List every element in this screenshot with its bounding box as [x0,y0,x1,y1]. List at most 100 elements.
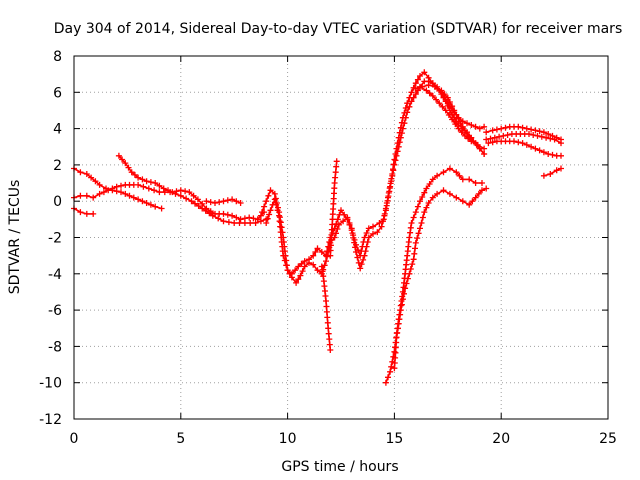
data-point [143,178,150,185]
data-point [207,199,214,206]
data-point [348,225,355,232]
data-point [151,187,158,194]
data-point [233,198,240,205]
data-point [440,169,447,176]
y-tick-label: -4 [48,267,62,283]
data-point [402,285,409,292]
data-point [446,165,453,172]
data-point [481,145,488,152]
data-point [479,180,485,186]
data-point [423,185,430,192]
data-point [128,169,135,176]
data-point [481,151,488,157]
data-point [434,190,441,197]
data-point [118,182,124,189]
data-point [536,147,543,154]
data-point [314,267,321,274]
data-point [212,200,218,206]
data-point [553,167,560,174]
data-point [534,132,541,139]
data-point [415,230,422,237]
data-point [156,189,163,196]
data-point [489,139,496,146]
y-tick-label: -12 [39,412,62,428]
data-point [182,188,189,195]
data-point [333,163,340,170]
y-tick-label: 4 [53,122,62,138]
data-point [426,90,433,97]
data-point [417,225,423,232]
data-point [401,120,408,127]
data-point [259,209,265,216]
data-point [449,116,456,123]
data-point [224,197,231,204]
data-point [265,192,272,199]
data-point [412,91,419,98]
data-point [257,218,264,225]
data-point [491,134,498,141]
series-track-e [135,181,270,226]
data-point [432,83,438,90]
data-point [417,198,423,205]
data-point [404,109,411,116]
data-point [263,198,270,205]
data-point [298,260,305,267]
data-point [485,140,492,147]
data-point [96,181,103,188]
data-point [429,92,436,99]
data-point [295,276,302,283]
data-point [388,363,395,370]
data-point [277,219,284,226]
data-point [391,365,398,372]
data-point [186,189,193,196]
data-point [139,198,146,205]
data-point [147,201,154,208]
data-point [419,214,426,221]
data-point [220,210,227,217]
data-point [122,160,129,167]
data-point [397,311,404,318]
data-point [374,229,381,236]
data-point [160,185,167,192]
data-point [274,207,281,214]
data-point [131,171,138,178]
data-point [277,223,284,230]
data-point [402,105,409,111]
data-point [429,176,436,183]
data-point [536,128,543,135]
data-point [433,96,440,103]
data-point [440,187,447,194]
data-point [397,134,404,141]
data-point [547,171,554,177]
x-tick-label: 25 [599,431,617,447]
data-point [261,203,268,210]
y-tick-label: -6 [48,303,62,319]
data-point [387,368,394,375]
data-point [498,125,505,132]
data-point [327,252,334,259]
data-point [115,152,122,159]
data-point [167,189,174,196]
data-point [318,263,325,270]
data-point [172,190,179,197]
data-point [267,207,274,214]
data-point [436,100,443,107]
data-point [456,172,463,179]
data-point [199,205,206,212]
data-point [483,136,490,143]
data-point [396,139,403,146]
data-point [528,143,535,150]
data-point [384,197,391,204]
data-series [71,69,564,386]
data-point [445,112,452,118]
data-point [357,265,364,272]
data-point [391,360,398,366]
data-point [105,187,112,194]
data-point [188,198,195,205]
data-point [526,131,532,137]
data-point [399,125,406,132]
data-point [216,199,223,206]
data-point [465,135,472,142]
data-point [403,280,410,287]
